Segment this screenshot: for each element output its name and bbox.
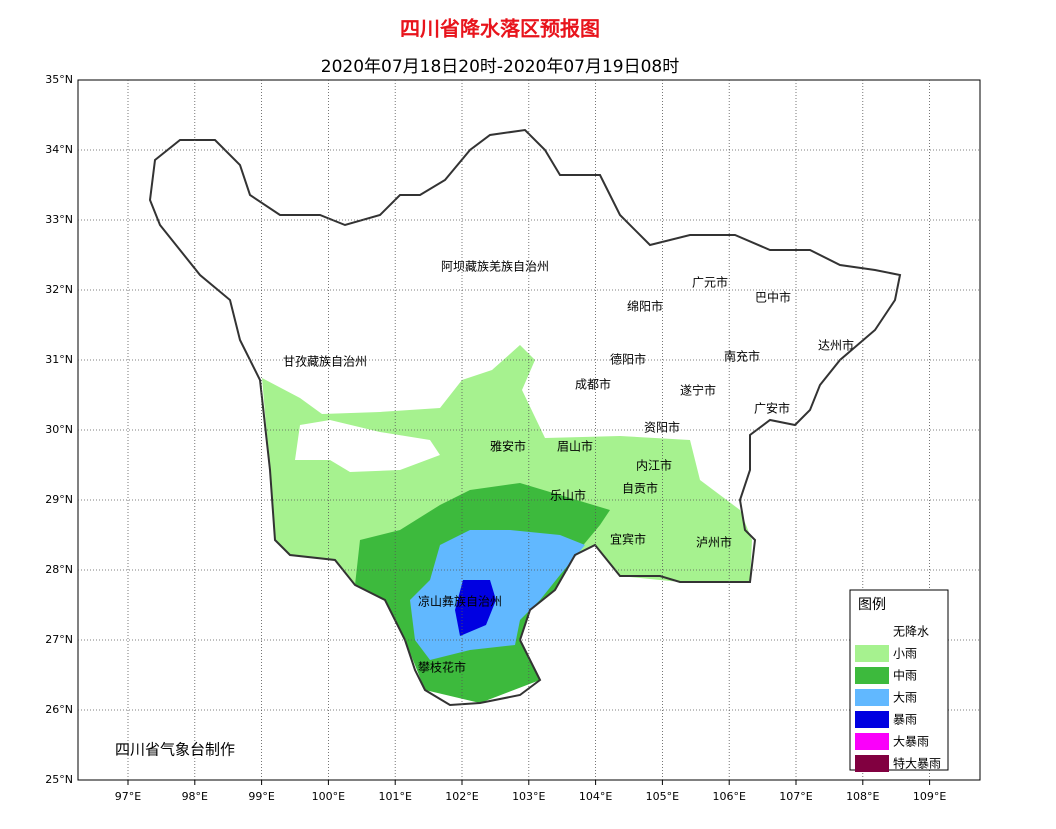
rainstorm-area	[455, 580, 496, 636]
legend-label: 中雨	[893, 668, 917, 683]
lat-label: 31°N	[45, 353, 73, 366]
credit: 四川省气象台制作	[115, 741, 235, 759]
legend-swatch	[855, 689, 889, 706]
place-label: 巴中市	[755, 290, 791, 305]
rain-areas	[262, 345, 752, 703]
lon-label: 97°E	[115, 790, 141, 803]
lat-label: 32°N	[45, 283, 73, 296]
legend-title: 图例	[858, 597, 886, 613]
legend-swatch	[855, 667, 889, 684]
lon-label: 104°E	[579, 790, 612, 803]
map-title: 四川省降水落区预报图	[400, 17, 600, 41]
map-subtitle: 2020年07月18日20时-2020年07月19日08时	[321, 57, 679, 77]
lon-label: 109°E	[913, 790, 946, 803]
place-label: 成都市	[575, 377, 611, 392]
place-label: 阿坝藏族羌族自治州	[441, 260, 549, 274]
place-label: 眉山市	[557, 439, 593, 454]
legend-swatch	[855, 645, 889, 662]
place-label: 广元市	[692, 275, 728, 290]
lon-label: 99°E	[248, 790, 274, 803]
legend-label: 暴雨	[893, 713, 917, 727]
legend-swatch	[855, 623, 889, 640]
legend-swatch	[855, 711, 889, 728]
lat-label: 30°N	[45, 423, 73, 436]
place-label: 乐山市	[550, 488, 586, 503]
place-label: 遂宁市	[680, 383, 716, 398]
lat-label: 33°N	[45, 213, 73, 226]
lat-label: 28°N	[45, 563, 73, 576]
place-label: 宜宾市	[610, 532, 646, 547]
heavy-rain-area	[410, 530, 585, 660]
place-label: 内江市	[636, 458, 672, 473]
lon-label: 106°E	[712, 790, 745, 803]
place-label: 泸州市	[696, 535, 732, 550]
lon-label: 103°E	[512, 790, 545, 803]
lon-label: 98°E	[182, 790, 208, 803]
place-label: 凉山彝族自治州	[418, 594, 502, 609]
legend-swatch	[855, 733, 889, 750]
lon-label: 108°E	[846, 790, 879, 803]
lat-label: 35°N	[45, 73, 73, 86]
place-label: 资阳市	[644, 420, 680, 435]
place-label: 雅安市	[490, 439, 526, 454]
legend-label: 特大暴雨	[893, 756, 941, 771]
legend-label: 大雨	[893, 691, 917, 705]
lon-label: 101°E	[378, 790, 411, 803]
place-label: 达州市	[818, 338, 854, 353]
legend-label: 无降水	[893, 625, 929, 639]
place-label: 南充市	[724, 349, 760, 364]
province-border	[148, 128, 902, 707]
legend-label: 大暴雨	[893, 735, 929, 749]
place-label: 德阳市	[610, 352, 646, 367]
lon-label: 105°E	[646, 790, 679, 803]
legend-label: 小雨	[893, 647, 917, 661]
lat-label: 29°N	[45, 493, 73, 506]
lat-label: 27°N	[45, 633, 73, 646]
lon-label: 107°E	[779, 790, 812, 803]
lon-label: 100°E	[312, 790, 345, 803]
place-label: 广安市	[754, 401, 790, 416]
no-rain-hole	[295, 420, 440, 472]
place-label: 攀枝花市	[418, 660, 466, 675]
lat-label: 34°N	[45, 143, 73, 156]
legend-swatch	[855, 755, 889, 772]
place-label: 自贡市	[622, 481, 658, 496]
lat-label: 25°N	[45, 773, 73, 786]
lat-label: 26°N	[45, 703, 73, 716]
place-label: 绵阳市	[627, 299, 663, 314]
graticule: 35°N 34°N 33°N 32°N 31°N 30°N 29°N 28°N 27°N 26°N…	[45, 73, 980, 803]
place-label: 甘孜藏族自治州	[283, 355, 367, 369]
lon-label: 102°E	[445, 790, 478, 803]
